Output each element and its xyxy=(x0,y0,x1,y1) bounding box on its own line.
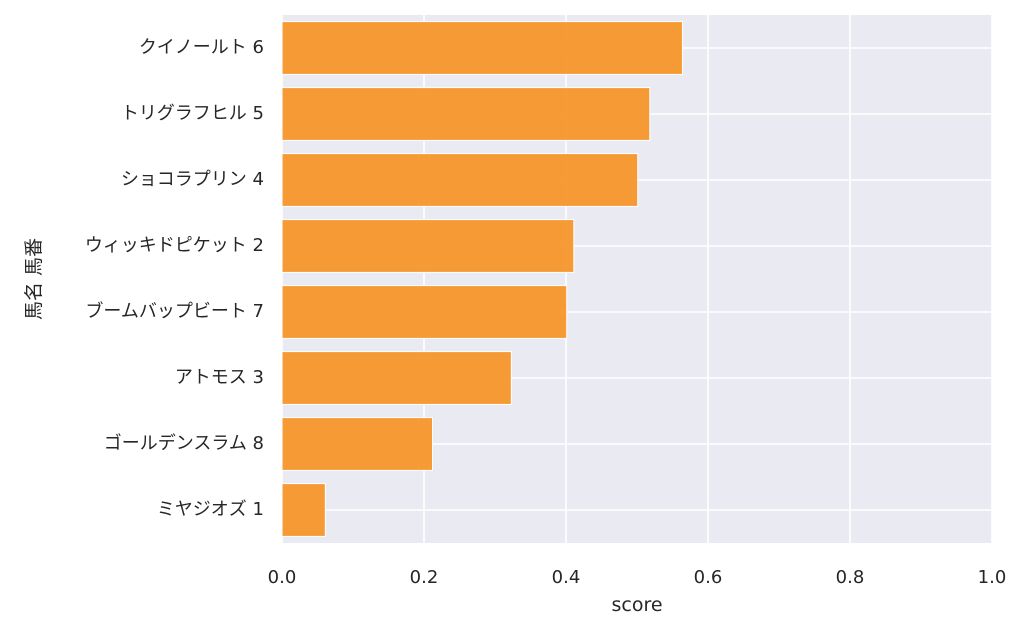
y-tick-label: トリグラフヒル 5 xyxy=(121,103,264,124)
bar xyxy=(281,21,683,75)
y-tick-label: ショコラプリン 4 xyxy=(121,169,264,190)
y-tick-label: クイノールト 6 xyxy=(139,37,264,58)
x-tick-labels: 0.0 0.2 0.4 0.6 0.8 1.0 xyxy=(268,567,1007,588)
bar xyxy=(281,219,575,273)
bar xyxy=(281,153,639,207)
y-tick-labels: クイノールト 6 トリグラフヒル 5 ショコラプリン 4 ウィッキドピケット 2 ブーム… xyxy=(85,37,264,520)
bar xyxy=(281,483,326,537)
x-tick-label: 1.0 xyxy=(978,567,1007,588)
y-tick-label: ミヤジオズ 1 xyxy=(157,499,264,520)
y-axis-title: 馬名 馬番 xyxy=(23,238,45,320)
x-tick-label: 0.4 xyxy=(552,567,581,588)
y-tick-label: アトモス 3 xyxy=(175,367,264,388)
x-tick-label: 0.0 xyxy=(268,567,297,588)
y-tick-label: ブームバップビート 7 xyxy=(85,300,264,322)
y-tick-label: ウィッキドピケット 2 xyxy=(85,235,264,256)
y-tick-label: ゴールデンスラム 8 xyxy=(104,433,264,454)
bar xyxy=(281,87,651,141)
bar xyxy=(281,417,434,471)
x-tick-label: 0.2 xyxy=(410,567,439,588)
bar xyxy=(281,351,512,405)
bar xyxy=(281,285,568,339)
x-axis-title: score xyxy=(611,594,662,616)
x-tick-label: 0.8 xyxy=(836,567,865,588)
x-tick-label: 0.6 xyxy=(694,567,723,588)
bars xyxy=(281,21,683,537)
